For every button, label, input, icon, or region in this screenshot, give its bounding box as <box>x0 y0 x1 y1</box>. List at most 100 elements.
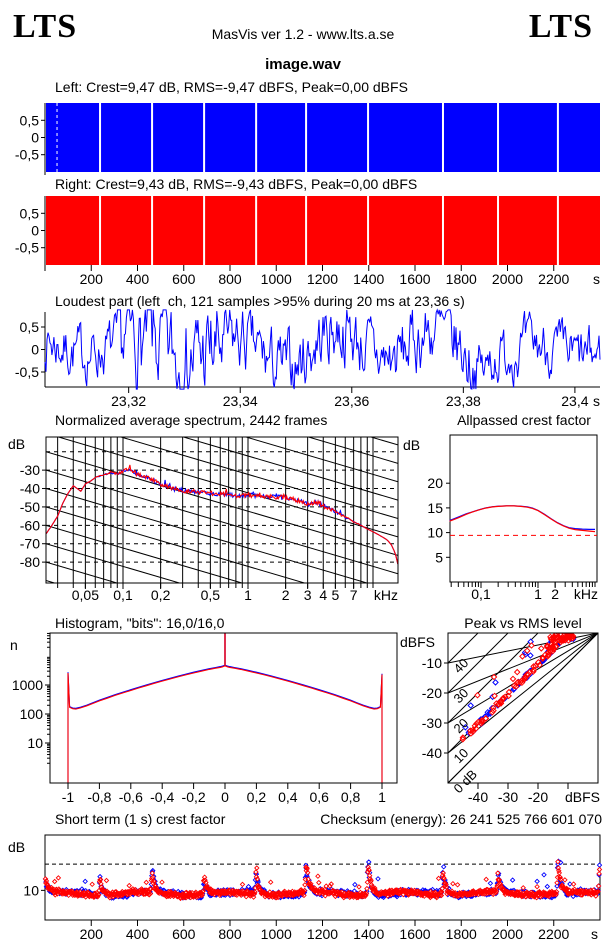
svg-text:0,05: 0,05 <box>72 587 99 603</box>
svg-text:7: 7 <box>350 587 358 603</box>
svg-text:0: 0 <box>31 342 39 358</box>
histogram-title: Histogram, "bits": 16,0/16,0 <box>55 615 225 631</box>
svg-text:kHz: kHz <box>574 586 598 602</box>
left-waveform-title: Left: Crest=9,47 dB, RMS=-9,47 dBFS, Pea… <box>55 79 408 95</box>
svg-text:s: s <box>593 271 600 287</box>
svg-text:0: 0 <box>31 223 39 239</box>
left-waveform-chart: 0,5 0-0,5 <box>15 103 600 175</box>
svg-text:0,8: 0,8 <box>341 789 361 805</box>
svg-text:dBFS: dBFS <box>565 789 600 805</box>
svg-text:2: 2 <box>551 586 559 602</box>
svg-text:0,5: 0,5 <box>20 112 40 128</box>
svg-text:s: s <box>591 926 598 942</box>
svg-text:s: s <box>593 393 600 409</box>
peak-vs-rms-title: Peak vs RMS level <box>464 615 582 631</box>
svg-text:0,1: 0,1 <box>113 587 133 603</box>
svg-text:23,4: 23,4 <box>561 393 588 409</box>
svg-text:5: 5 <box>435 549 443 565</box>
svg-text:1: 1 <box>244 587 252 603</box>
svg-text:10: 10 <box>427 525 443 541</box>
svg-text:1: 1 <box>378 789 386 805</box>
svg-text:0,5: 0,5 <box>20 205 40 221</box>
svg-text:-0,5: -0,5 <box>15 147 39 163</box>
svg-text:-20: -20 <box>422 685 442 701</box>
svg-text:dB: dB <box>403 437 420 453</box>
svg-text:800: 800 <box>218 271 242 287</box>
svg-text:-30: -30 <box>498 789 518 805</box>
svg-text:-50: -50 <box>20 499 40 515</box>
short-term-title: Short term (1 s) crest factor <box>55 811 226 827</box>
svg-text:0,2: 0,2 <box>151 587 171 603</box>
svg-text:2200: 2200 <box>538 926 569 942</box>
svg-text:0,2: 0,2 <box>247 789 267 805</box>
svg-text:-40: -40 <box>20 481 40 497</box>
spectrum-title: Normalized average spectrum, 2442 frames <box>55 412 328 428</box>
svg-text:-0,6: -0,6 <box>119 789 143 805</box>
svg-text:600: 600 <box>172 926 196 942</box>
svg-text:2000: 2000 <box>492 271 523 287</box>
svg-text:600: 600 <box>172 271 196 287</box>
svg-text:5: 5 <box>331 587 339 603</box>
waveform-time-axis: 200 400 600 800 1000 1200 1400 1600 1800 2000 2200… <box>44 265 600 287</box>
svg-text:4: 4 <box>319 587 327 603</box>
svg-text:0: 0 <box>31 130 39 146</box>
svg-text:3: 3 <box>304 587 312 603</box>
svg-text:1: 1 <box>534 586 542 602</box>
svg-text:0,4: 0,4 <box>278 789 298 805</box>
svg-text:400: 400 <box>126 926 150 942</box>
svg-text:1000: 1000 <box>261 271 292 287</box>
right-waveform-chart: 0,5 0-0,5 <box>15 196 600 268</box>
svg-text:-0,5: -0,5 <box>15 364 39 380</box>
svg-text:-40: -40 <box>468 789 488 805</box>
allpassed-crest-chart: 20 15 10 5 dB 0,1 1 2 kHz <box>403 434 598 602</box>
svg-text:1200: 1200 <box>307 926 338 942</box>
svg-text:1000: 1000 <box>261 926 292 942</box>
svg-text:dBFS: dBFS <box>400 634 435 650</box>
svg-text:dB: dB <box>8 436 25 452</box>
checksum-label: Checksum (energy): 26 241 525 766 601 07… <box>320 811 602 827</box>
svg-text:-20: -20 <box>528 789 548 805</box>
short-term-crest-chart: 10 dB 200 400 600 800 1000 1200 1400 1600 1800 2000… <box>8 834 603 942</box>
svg-text:-30: -30 <box>20 462 40 478</box>
file-name: image.wav <box>265 56 341 73</box>
svg-text:1200: 1200 <box>307 271 338 287</box>
svg-text:1600: 1600 <box>399 926 430 942</box>
svg-text:1800: 1800 <box>446 926 477 942</box>
svg-text:23,34: 23,34 <box>223 393 258 409</box>
svg-text:2000: 2000 <box>492 926 523 942</box>
svg-text:2200: 2200 <box>538 271 569 287</box>
svg-text:kHz: kHz <box>374 587 398 603</box>
svg-text:0,5: 0,5 <box>20 319 40 335</box>
svg-text:15: 15 <box>427 500 443 516</box>
svg-text:0,6: 0,6 <box>309 789 329 805</box>
svg-text:1600: 1600 <box>399 271 430 287</box>
svg-text:1400: 1400 <box>353 271 384 287</box>
svg-text:-0,2: -0,2 <box>182 789 206 805</box>
allpassed-title: Allpassed crest factor <box>457 412 591 428</box>
svg-text:20: 20 <box>427 475 443 491</box>
svg-text:1800: 1800 <box>446 271 477 287</box>
svg-text:100: 100 <box>20 706 44 722</box>
svg-text:-60: -60 <box>20 517 40 533</box>
svg-text:10: 10 <box>23 882 39 898</box>
svg-text:23,36: 23,36 <box>334 393 369 409</box>
svg-text:-40: -40 <box>422 745 442 761</box>
svg-text:n: n <box>10 637 18 653</box>
svg-text:-0,5: -0,5 <box>15 240 39 256</box>
right-waveform-title: Right: Crest=9,43 dB, RMS=-9,43 dBFS, Pe… <box>55 176 418 192</box>
svg-text:-80: -80 <box>20 554 40 570</box>
svg-text:1400: 1400 <box>353 926 384 942</box>
average-spectrum-chart: -30 -40 -50 -60 -70 -80 dB 0,05 0,1 0,2 0,5 1 2 3 4 5 7 k… <box>8 436 399 603</box>
svg-text:400: 400 <box>126 271 150 287</box>
svg-text:10: 10 <box>27 735 43 751</box>
svg-text:-1: -1 <box>62 789 75 805</box>
app-title: MasVis ver 1.2 - www.lts.a.se <box>211 26 395 42</box>
svg-text:-30: -30 <box>422 715 442 731</box>
loudest-part-title: Loudest part (left ch, 121 samples >95% … <box>55 293 465 309</box>
svg-text:23,32: 23,32 <box>111 393 146 409</box>
svg-text:200: 200 <box>80 926 104 942</box>
svg-text:-70: -70 <box>20 536 40 552</box>
